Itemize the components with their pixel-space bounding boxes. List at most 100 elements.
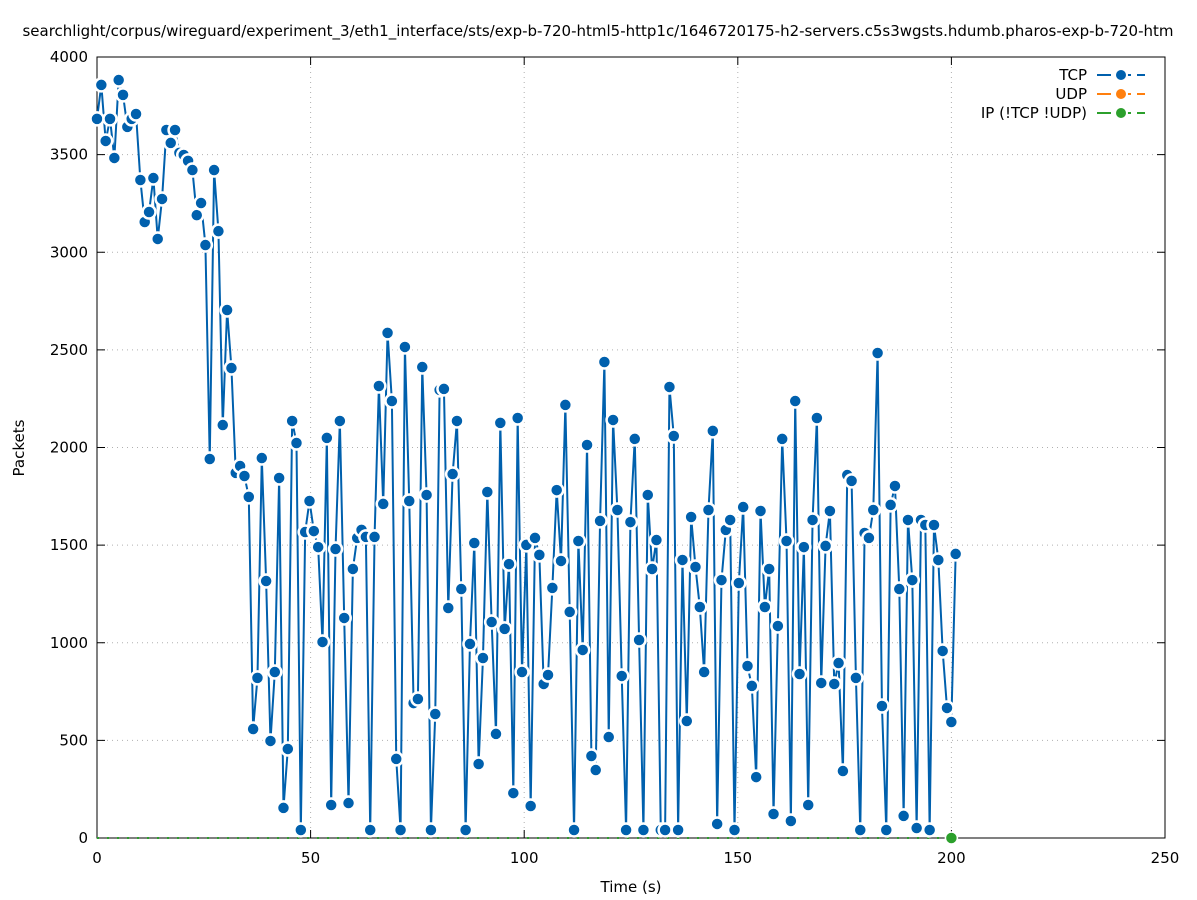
tcp-point xyxy=(332,413,348,429)
tcp-point xyxy=(284,413,300,429)
tcp-point xyxy=(822,503,838,519)
tcp-point xyxy=(770,618,786,634)
tcp-point xyxy=(657,822,673,838)
tcp-point xyxy=(440,600,457,616)
y-tick-label: 0 xyxy=(78,829,88,847)
tcp-point xyxy=(206,162,222,178)
tcp-point xyxy=(492,415,509,431)
tcp-point xyxy=(483,614,500,630)
tcp-point xyxy=(791,666,808,682)
tcp-point xyxy=(904,572,921,588)
tcp-point xyxy=(514,664,530,680)
tcp-point xyxy=(934,643,951,659)
legend-label-0: TCP xyxy=(1058,66,1087,84)
tcp-point xyxy=(939,700,955,716)
tcp-point xyxy=(848,670,864,686)
tcp-point xyxy=(748,769,764,785)
tcp-point xyxy=(739,658,756,674)
tcp-point xyxy=(930,552,947,568)
tcp-point xyxy=(783,813,799,829)
tcp-point xyxy=(254,450,270,466)
tcp-point xyxy=(752,503,769,519)
tcp-point xyxy=(813,675,829,691)
tcp-point xyxy=(102,111,118,127)
ip-point xyxy=(944,831,959,845)
tcp-point xyxy=(319,430,335,446)
x-tick-label: 150 xyxy=(723,849,752,867)
tcp-point xyxy=(774,431,790,447)
tcp-point xyxy=(613,668,630,684)
grid xyxy=(97,57,1165,838)
tcp-point xyxy=(744,678,760,694)
tcp-point xyxy=(249,670,266,686)
tcp-point xyxy=(696,664,712,680)
x-tick-label: 200 xyxy=(937,849,966,867)
tcp-point xyxy=(583,748,600,764)
tcp-point xyxy=(566,822,582,838)
tcp-point xyxy=(327,541,344,557)
tcp-point xyxy=(410,691,426,707)
y-tick-label: 2500 xyxy=(50,341,88,359)
tcp-point xyxy=(219,302,235,318)
tcp-point xyxy=(679,713,695,729)
tcp-point xyxy=(457,822,474,838)
tcp-point xyxy=(674,552,691,568)
chart-title: searchlight/corpus/wireguard/experiment_… xyxy=(22,22,1173,41)
tcp-point xyxy=(271,470,287,486)
tcp-point xyxy=(149,231,166,247)
tcp-point xyxy=(427,706,444,722)
tcp-point xyxy=(89,111,105,127)
tcp-point xyxy=(635,822,652,838)
tcp-point xyxy=(592,513,608,529)
x-tick-label: 0 xyxy=(92,849,102,867)
tcp-point xyxy=(943,714,960,730)
tcp-point xyxy=(210,223,227,239)
tcp-point xyxy=(362,822,378,838)
y-tick-label: 2000 xyxy=(50,439,88,457)
tcp-point xyxy=(423,822,439,838)
tcp-point xyxy=(414,359,431,375)
tcp-point xyxy=(258,573,274,589)
tcp-point xyxy=(878,822,895,838)
tcp-point xyxy=(705,423,721,439)
tcp-point xyxy=(908,820,925,836)
tcp-point xyxy=(323,797,339,813)
tcp-point xyxy=(340,795,357,811)
tcp-point xyxy=(496,621,513,637)
tcp-point xyxy=(488,726,504,742)
y-tick-label: 1000 xyxy=(50,634,88,652)
x-tick-label: 50 xyxy=(301,849,320,867)
tcp-point xyxy=(470,756,487,772)
tcp-point xyxy=(631,632,647,648)
tcp-point xyxy=(644,561,660,577)
tcp-point xyxy=(800,797,816,813)
tcp-point xyxy=(501,556,517,572)
tcp-point xyxy=(267,664,283,680)
tcp-point xyxy=(97,133,114,149)
x-tick-label: 100 xyxy=(510,849,539,867)
tcp-point xyxy=(666,428,682,444)
legend-marker-2 xyxy=(1114,106,1128,120)
tcp-point xyxy=(345,561,361,577)
tcp-point xyxy=(544,580,561,596)
tcp-point xyxy=(882,497,899,513)
legend-marker-1 xyxy=(1114,87,1128,101)
tcp-point xyxy=(600,729,617,745)
axes: 0 500 1000 1500 2000 2500 3000 3500 4000 0 50 100 15… xyxy=(50,48,1180,867)
tcp-point xyxy=(835,763,851,779)
tcp-point xyxy=(765,806,782,822)
tcp-point xyxy=(371,378,387,394)
y-tick-label: 4000 xyxy=(50,48,88,66)
tcp-point xyxy=(865,502,882,518)
tcp-point xyxy=(640,487,656,503)
tcp-point xyxy=(852,822,869,838)
tcp-point xyxy=(557,397,574,413)
tcp-point xyxy=(661,379,678,395)
tcp-point xyxy=(726,822,743,838)
tcp-point xyxy=(778,533,795,549)
tcp-point xyxy=(366,529,383,545)
tcp-point xyxy=(804,512,821,528)
plot-border xyxy=(96,56,1166,839)
